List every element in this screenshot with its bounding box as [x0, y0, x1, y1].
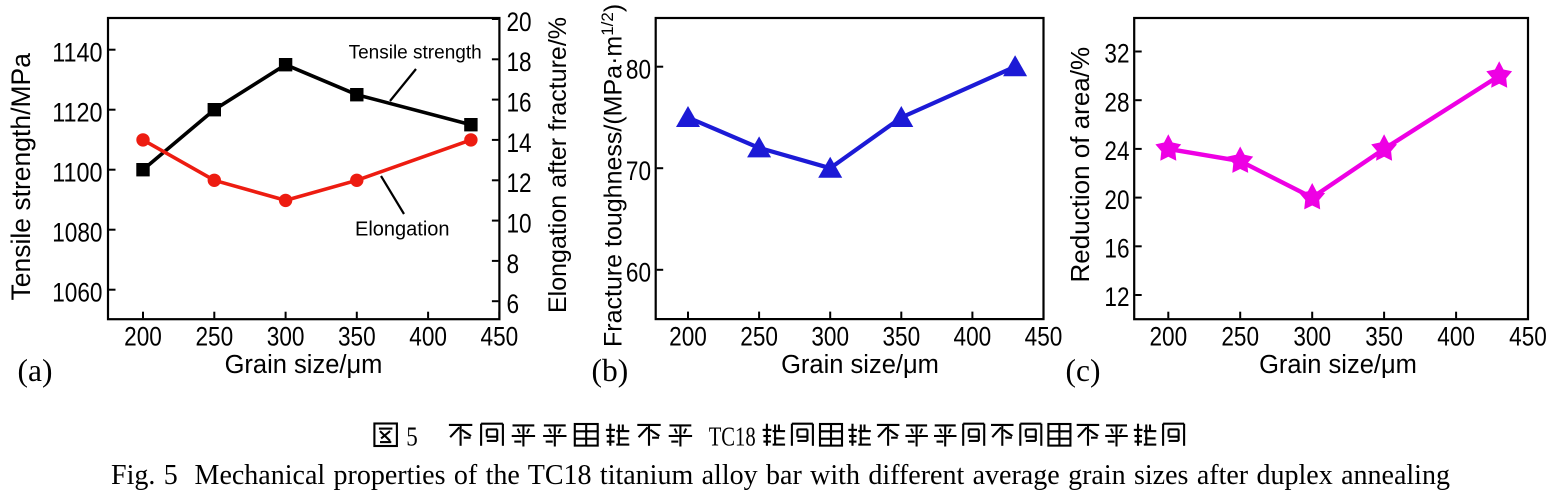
svg-text:400: 400: [409, 322, 447, 352]
svg-text:450: 450: [481, 322, 519, 352]
svg-text:12: 12: [1104, 282, 1129, 312]
svg-text:18: 18: [507, 47, 532, 77]
svg-text:350: 350: [338, 322, 376, 352]
svg-text:Tensile strength: Tensile strength: [349, 43, 482, 64]
svg-text:Tensile strength/MPa: Tensile strength/MPa: [6, 53, 36, 301]
svg-text:20: 20: [1104, 185, 1129, 215]
svg-text:32: 32: [1104, 39, 1129, 69]
svg-text:(b): (b): [592, 353, 629, 388]
svg-text:20: 20: [507, 7, 532, 37]
svg-text:1060: 1060: [52, 277, 102, 307]
svg-text:1100: 1100: [52, 157, 102, 187]
svg-text:250: 250: [740, 322, 778, 352]
svg-text:Fig. 5 Mechanical properties: Fig. 5 Mechanical properties of the TC18…: [111, 460, 1450, 491]
svg-text:60: 60: [626, 258, 651, 288]
svg-text:10: 10: [507, 209, 532, 239]
svg-text:Fracture toughness/(MPa·m1/2): Fracture toughness/(MPa·m1/2): [598, 4, 628, 347]
svg-text:Reduction of area/%: Reduction of area/%: [1065, 47, 1095, 283]
svg-text:200: 200: [669, 322, 707, 352]
svg-text:14: 14: [507, 128, 532, 158]
svg-text:300: 300: [811, 322, 849, 352]
svg-text:8: 8: [507, 249, 520, 279]
svg-text:Elongation after fracture/%: Elongation after fracture/%: [544, 17, 572, 313]
svg-text:Grain size/μm: Grain size/μm: [225, 351, 383, 379]
svg-text:Elongation: Elongation: [355, 218, 450, 240]
svg-text:200: 200: [1149, 322, 1187, 352]
svg-text:70: 70: [626, 156, 651, 186]
svg-text:80: 80: [626, 54, 651, 84]
svg-text:300: 300: [267, 322, 305, 352]
svg-text:24: 24: [1104, 136, 1129, 166]
svg-text:Grain size/μm: Grain size/μm: [1259, 351, 1417, 379]
svg-text:200: 200: [124, 322, 162, 352]
svg-text:350: 350: [1365, 322, 1403, 352]
svg-text:350: 350: [882, 322, 920, 352]
svg-text:6: 6: [507, 289, 520, 319]
svg-text:1080: 1080: [52, 217, 102, 247]
svg-text:16: 16: [507, 88, 532, 118]
svg-text:1140: 1140: [52, 37, 102, 67]
svg-text:(c): (c): [1066, 353, 1101, 388]
svg-text:250: 250: [195, 322, 233, 352]
svg-text:1120: 1120: [52, 97, 102, 127]
svg-text:300: 300: [1293, 322, 1331, 352]
svg-text:250: 250: [1221, 322, 1259, 352]
svg-text:12: 12: [507, 168, 532, 198]
svg-text:(a): (a): [18, 353, 53, 388]
svg-text:28: 28: [1104, 87, 1129, 117]
svg-text:400: 400: [1437, 322, 1475, 352]
svg-text:450: 450: [1509, 322, 1547, 352]
svg-text:5: 5: [406, 421, 418, 451]
svg-text:Grain size/μm: Grain size/μm: [781, 351, 939, 379]
svg-text:450: 450: [1025, 322, 1063, 352]
svg-text:TC18: TC18: [709, 421, 756, 451]
svg-text:400: 400: [954, 322, 992, 352]
svg-text:16: 16: [1104, 234, 1129, 264]
